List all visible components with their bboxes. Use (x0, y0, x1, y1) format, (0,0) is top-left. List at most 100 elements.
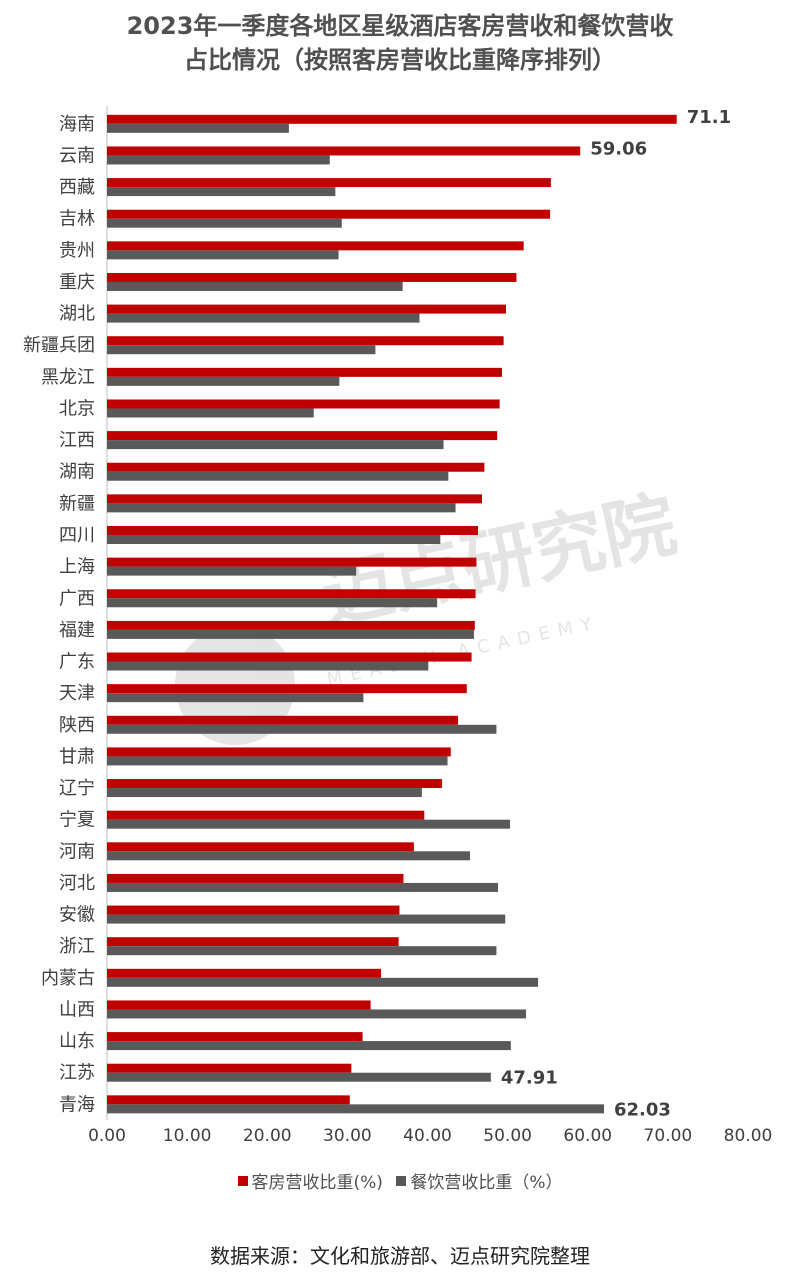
category-label: 新疆兵团 (23, 335, 95, 356)
category-label: 江西 (59, 430, 95, 451)
legend-swatch-rooms (237, 1175, 248, 1186)
category-label: 内蒙古 (41, 968, 95, 989)
x-tick-label: 70.00 (644, 1126, 693, 1146)
category-label: 天津 (59, 683, 95, 704)
bar-dining (107, 977, 539, 987)
bar-dining (107, 661, 429, 671)
category-label: 四川 (59, 525, 95, 546)
category-label: 江苏 (59, 1063, 95, 1084)
x-tick-label: 50.00 (483, 1126, 532, 1146)
bar-dining (107, 819, 511, 829)
bar-rooms (107, 209, 551, 219)
legend: 客房营收比重(%) 餐饮营收比重（%） (0, 1168, 800, 1193)
bar-dining (107, 1041, 511, 1051)
legend-label-dining: 餐饮营收比重（%） (410, 1173, 563, 1193)
category-label: 贵州 (59, 240, 95, 261)
bar-rooms (107, 114, 677, 124)
bar-rooms (107, 589, 476, 599)
bar-dining (107, 693, 364, 703)
bar-rooms (107, 462, 485, 472)
bar-dining (107, 187, 336, 197)
bar-rooms (107, 336, 504, 346)
bar-rooms (107, 304, 507, 314)
bar-dining (107, 408, 314, 418)
bar-rooms (107, 905, 400, 915)
bar-rooms (107, 557, 477, 567)
chart-title-line2: 占比情况（按照客房营收比重降序排列） (184, 46, 616, 74)
chart-title-line1: 2023年一季度各地区星级酒店客房营收和餐饮营收 (126, 12, 674, 40)
bar-rooms (107, 747, 451, 757)
bar-dining (107, 1104, 605, 1114)
bar-rooms (107, 1095, 350, 1105)
bar-rooms (107, 241, 524, 251)
bar-dining (107, 946, 497, 956)
category-label: 北京 (59, 398, 95, 419)
bar-rooms (107, 842, 414, 852)
category-label: 海南 (59, 114, 95, 135)
legend-label-rooms: 客房营收比重(%) (251, 1173, 383, 1193)
category-label: 浙江 (59, 936, 95, 957)
bar-dining (107, 598, 438, 608)
category-label: 湖北 (59, 304, 95, 325)
bar-dining (107, 788, 422, 798)
category-label: 山西 (59, 999, 95, 1020)
data-label: 62.03 (614, 1099, 671, 1120)
bar-dining (107, 313, 420, 323)
category-label: 云南 (59, 145, 95, 166)
category-label: 西藏 (59, 177, 95, 198)
x-tick-label: 0.00 (88, 1126, 126, 1146)
bar-rooms (107, 399, 500, 409)
category-label: 青海 (59, 1094, 95, 1115)
x-tick-label: 30.00 (323, 1126, 372, 1146)
category-label: 辽宁 (59, 778, 95, 799)
bar-dining (107, 155, 330, 165)
category-label: 山东 (59, 1031, 95, 1052)
category-label: 安徽 (59, 905, 95, 926)
category-label: 河南 (59, 841, 95, 862)
category-label: 广东 (59, 652, 95, 673)
bar-rooms (107, 620, 475, 630)
bar-rooms (107, 684, 467, 694)
bar-dining (107, 629, 474, 639)
bar-rooms (107, 272, 517, 282)
bar-chart: 海南 71.1 云南 59.06 西藏吉林贵州重庆湖北新疆兵团黑龙江北京江西湖南新疆四川… (23, 106, 773, 1146)
x-tick-label: 60.00 (563, 1126, 612, 1146)
bar-dining (107, 218, 342, 228)
bar-dining (107, 376, 340, 386)
bar-rooms (107, 1000, 371, 1010)
data-label: 47.91 (501, 1068, 558, 1089)
bar-rooms (107, 1063, 352, 1073)
bar-rooms (107, 431, 498, 441)
category-label: 黑龙江 (41, 367, 95, 388)
bar-rooms (107, 367, 503, 377)
bar-rooms (107, 810, 425, 820)
category-label: 新疆 (59, 493, 95, 514)
bar-rooms (107, 968, 382, 978)
bar-rooms (107, 715, 458, 725)
bar-dining (107, 851, 470, 861)
bar-rooms (107, 652, 472, 662)
bar-dining (107, 1072, 491, 1082)
x-tick-label: 80.00 (724, 1126, 773, 1146)
category-label: 上海 (59, 557, 95, 578)
bar-dining (107, 471, 449, 481)
legend-item-dining: 餐饮营收比重（%） (396, 1168, 562, 1193)
bar-dining (107, 250, 339, 260)
bar-rooms (107, 146, 581, 156)
data-label: 59.06 (590, 138, 647, 159)
data-source-note: 数据来源：文化和旅游部、迈点研究院整理 (210, 1244, 590, 1268)
legend-item-rooms: 客房营收比重(%) (237, 1168, 383, 1193)
category-label: 宁夏 (59, 810, 95, 831)
bar-rooms (107, 937, 399, 947)
category-label: 河北 (59, 873, 95, 894)
x-tick-label: 40.00 (403, 1126, 452, 1146)
bar-dining (107, 123, 289, 133)
legend-swatch-dining (396, 1175, 407, 1186)
category-label: 湖南 (59, 462, 95, 483)
bar-dining (107, 756, 448, 766)
bar-rooms (107, 178, 551, 188)
x-tick-label: 10.00 (163, 1126, 212, 1146)
bar-rooms (107, 494, 482, 504)
bar-rooms (107, 779, 442, 789)
bar-dining (107, 882, 499, 892)
